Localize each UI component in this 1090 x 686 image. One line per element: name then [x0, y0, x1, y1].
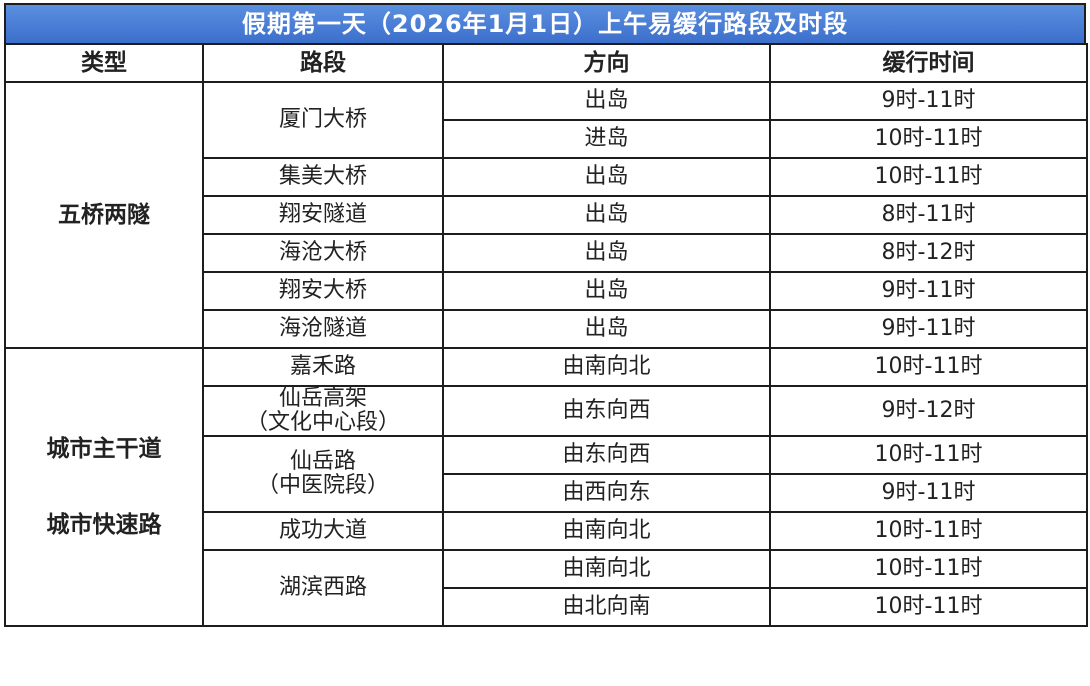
- direction-cell: 出岛: [442, 309, 771, 349]
- segment-cell: 海沧隧道: [202, 309, 444, 349]
- time-cell: 10时-11时: [769, 549, 1088, 589]
- direction-cell: 出岛: [442, 157, 771, 197]
- time-cell: 10时-11时: [769, 587, 1088, 627]
- direction-cell: 由南向北: [442, 549, 771, 589]
- direction-cell: 进岛: [442, 119, 771, 159]
- type-cell: 五桥两隧: [4, 81, 204, 349]
- segment-name: 仙岳路: [289, 449, 356, 474]
- direction-cell: 出岛: [442, 233, 771, 273]
- segment-name: 厦门大桥: [278, 107, 367, 132]
- segment-cell: 嘉禾路: [202, 347, 444, 387]
- segment-name: 翔安大桥: [278, 278, 367, 303]
- table-row: 由西向东 9时-11时: [5, 473, 1088, 513]
- table-body: 五桥两隧 厦门大桥 出岛 9时-11时 进岛 10时-11时 集美大桥 出岛 10时-11时 翔安…: [4, 81, 1088, 627]
- direction-cell: 由东向西: [442, 435, 771, 475]
- segment-name: 湖滨西路: [278, 575, 367, 600]
- direction-cell: 出岛: [442, 81, 771, 121]
- type-label: 城市快速路: [46, 512, 162, 538]
- time-cell: 9时-12时: [769, 385, 1088, 437]
- direction-cell: 出岛: [442, 271, 771, 311]
- segment-cell: 集美大桥: [202, 157, 444, 197]
- table-row: 由北向南 10时-11时: [5, 587, 1088, 627]
- direction-cell: 由南向北: [442, 511, 771, 551]
- segment-name: 海沧大桥: [278, 240, 367, 265]
- time-cell: 9时-11时: [769, 271, 1088, 311]
- time-cell: 9时-11时: [769, 309, 1088, 349]
- segment-name: 海沧隧道: [278, 316, 367, 341]
- table-row: 海沧大桥 出岛 8时-12时: [5, 233, 1088, 273]
- segment-name: （文化中心段）: [245, 410, 400, 435]
- segment-cell: 湖滨西路: [202, 549, 444, 627]
- segment-cell: 翔安大桥: [202, 271, 444, 311]
- type-cell: 城市主干道城市快速路: [4, 347, 204, 627]
- type-label: 城市主干道: [46, 436, 162, 462]
- table-row: 成功大道 由南向北 10时-11时: [5, 511, 1088, 551]
- table-row: 城市主干道 城市快速路 嘉禾路 由南向北 10时-11时: [4, 347, 1088, 627]
- time-cell: 10时-11时: [769, 511, 1088, 551]
- table-row: 仙岳路 （中医院段） 由东向西 10时-11时: [5, 435, 1088, 513]
- segment-cell: 海沧大桥: [202, 233, 444, 273]
- congestion-table-container: 假期第一天（2026年1月1日）上午易缓行路段及时段 类型 路段 方向 缓行时间…: [4, 3, 1088, 627]
- type-label: 五桥两隧: [58, 202, 150, 228]
- header-row: 类型 路段 方向 缓行时间: [4, 43, 1088, 83]
- segment-name: 翔安隧道: [278, 202, 367, 227]
- segment-name: 集美大桥: [278, 164, 367, 189]
- time-cell: 10时-11时: [769, 119, 1088, 159]
- direction-cell: 由西向东: [442, 473, 771, 513]
- time-cell: 9时-11时: [769, 473, 1088, 513]
- direction-cell: 出岛: [442, 195, 771, 235]
- time-cell: 9时-11时: [769, 81, 1088, 121]
- header-time: 缓行时间: [769, 43, 1088, 83]
- segment-name: 仙岳高架: [278, 386, 367, 411]
- direction-cell: 由北向南: [442, 587, 771, 627]
- segment-cell: 翔安隧道: [202, 195, 444, 235]
- direction-cell: 由南向北: [442, 347, 771, 387]
- table-row: 五桥两隧 厦门大桥 出岛 9时-11时: [4, 81, 1088, 349]
- direction-cell: 由东向西: [442, 385, 771, 437]
- segment-cell: 厦门大桥: [202, 81, 444, 159]
- time-cell: 8时-11时: [769, 195, 1088, 235]
- table-title: 假期第一天（2026年1月1日）上午易缓行路段及时段: [4, 3, 1086, 43]
- table-row: 海沧隧道 出岛 9时-11时: [5, 309, 1088, 349]
- time-cell: 8时-12时: [769, 233, 1088, 273]
- time-cell: 10时-11时: [769, 157, 1088, 197]
- table-row: 湖滨西路 由南向北 10时-11时: [5, 549, 1088, 627]
- time-cell: 10时-11时: [769, 435, 1088, 475]
- table-row: 进岛 10时-11时: [5, 119, 1088, 159]
- segment-name: （中医院段）: [256, 473, 389, 498]
- time-cell: 10时-11时: [769, 347, 1088, 387]
- segment-name: 成功大道: [278, 518, 367, 543]
- segment-name: 嘉禾路: [289, 354, 356, 379]
- table-row: 翔安隧道 出岛 8时-11时: [5, 195, 1088, 235]
- header-segment: 路段: [202, 43, 444, 83]
- congestion-table: 类型 路段 方向 缓行时间 五桥两隧 厦门大桥 出岛 9时-11时 进岛 10时-11时集…: [4, 43, 1088, 627]
- segment-cell: 成功大道: [202, 511, 444, 551]
- header-type: 类型: [4, 43, 204, 83]
- table-row: 翔安大桥 出岛 9时-11时: [5, 271, 1088, 311]
- header-direction: 方向: [442, 43, 771, 83]
- segment-cell: 仙岳路 （中医院段）: [202, 435, 444, 513]
- table-row: 集美大桥 出岛 10时-11时: [5, 157, 1088, 197]
- segment-cell: 仙岳高架 （文化中心段）: [202, 385, 444, 437]
